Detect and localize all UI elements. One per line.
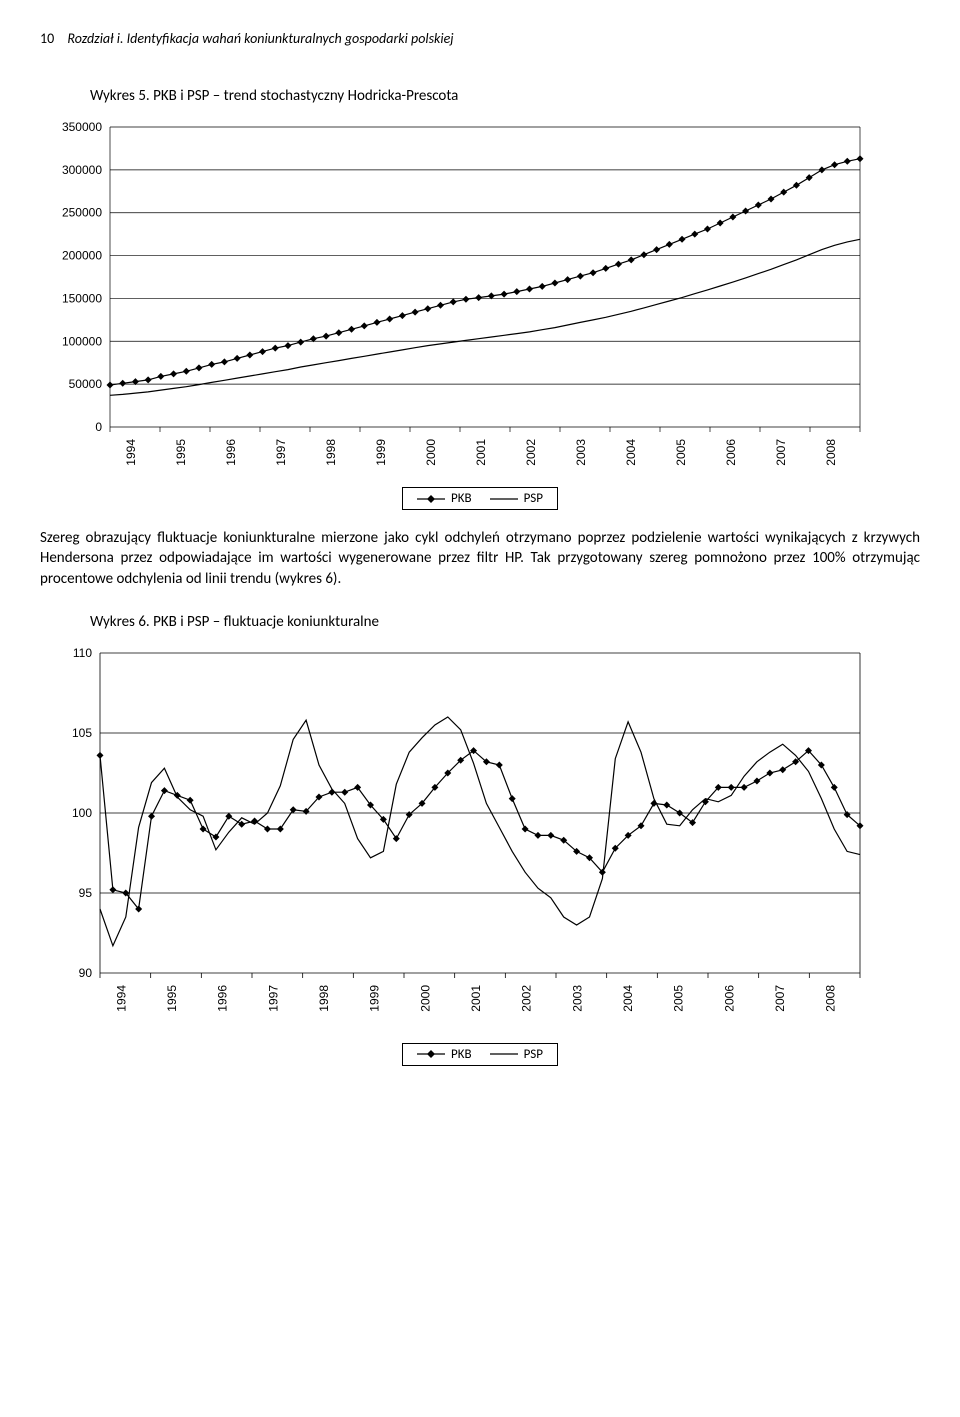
svg-text:105: 105: [72, 726, 92, 740]
svg-text:1996: 1996: [216, 984, 230, 1011]
svg-text:2004: 2004: [621, 984, 635, 1011]
svg-text:200000: 200000: [62, 249, 102, 263]
legend2-label-pkb: PKB: [451, 1047, 472, 1062]
chart1-legend-box: PKB PSP: [402, 487, 558, 510]
svg-text:2000: 2000: [418, 984, 432, 1011]
legend2-swatch-pkb: [417, 1047, 445, 1061]
chart2: 90 95 100 105 110 1994 1995 1996 1997 1998 1999 200…: [40, 643, 920, 1033]
svg-text:95: 95: [79, 886, 93, 900]
page-number: 10: [40, 30, 54, 47]
page-header: 10 Rozdział i. Identyfikacja wahań koniu…: [40, 30, 920, 47]
svg-text:1995: 1995: [165, 984, 179, 1011]
svg-text:0: 0: [95, 420, 102, 434]
svg-text:1994: 1994: [114, 984, 128, 1011]
svg-text:1994: 1994: [124, 439, 138, 466]
chart1-legend: PKB PSP: [40, 487, 920, 510]
svg-text:350000: 350000: [62, 120, 102, 134]
svg-text:2005: 2005: [674, 439, 688, 466]
chart2-svg: 90 95 100 105 110 1994 1995 1996 1997 1998 1999 200…: [40, 643, 880, 1033]
svg-text:1997: 1997: [266, 984, 280, 1011]
svg-text:2001: 2001: [474, 439, 488, 466]
chart2-legend: PKB PSP: [40, 1043, 920, 1066]
legend-item-psp: PSP: [490, 491, 543, 506]
svg-text:2007: 2007: [774, 439, 788, 466]
svg-text:2008: 2008: [824, 984, 838, 1011]
svg-text:2008: 2008: [824, 439, 838, 466]
svg-text:2006: 2006: [722, 984, 736, 1011]
legend2-swatch-psp: [490, 1047, 518, 1061]
svg-text:1995: 1995: [174, 439, 188, 466]
svg-text:1997: 1997: [274, 439, 288, 466]
svg-text:2005: 2005: [672, 984, 686, 1011]
svg-text:300000: 300000: [62, 163, 102, 177]
svg-text:100000: 100000: [62, 334, 102, 348]
chart2-title: Wykres 6. PKB i PSP – fluktuacje koniunk…: [90, 613, 920, 631]
svg-text:90: 90: [79, 966, 93, 980]
legend-label-pkb: PKB: [451, 491, 472, 506]
legend-item-pkb: PKB: [417, 491, 472, 506]
svg-text:2003: 2003: [570, 984, 584, 1011]
chart2-legend-box: PKB PSP: [402, 1043, 558, 1066]
svg-text:2000: 2000: [424, 439, 438, 466]
svg-text:100: 100: [72, 806, 92, 820]
chart1: 0 50000 100000 150000 200000 250000 300000 3500…: [40, 117, 920, 477]
chart1-svg: 0 50000 100000 150000 200000 250000 300000 3500…: [40, 117, 880, 477]
legend2-item-pkb: PKB: [417, 1047, 472, 1062]
legend2-item-psp: PSP: [490, 1047, 543, 1062]
legend-swatch-psp: [490, 492, 518, 506]
chapter-title: Rozdział i. Identyfikacja wahań koniunkt…: [67, 30, 453, 47]
svg-text:1998: 1998: [317, 984, 331, 1011]
legend2-label-psp: PSP: [524, 1047, 543, 1062]
svg-text:2004: 2004: [624, 439, 638, 466]
chart1-title: Wykres 5. PKB i PSP – trend stochastyczn…: [90, 87, 920, 105]
legend-swatch-pkb: [417, 492, 445, 506]
svg-text:2002: 2002: [520, 984, 534, 1011]
svg-text:2007: 2007: [773, 984, 787, 1011]
svg-text:1998: 1998: [324, 439, 338, 466]
body-paragraph: Szereg obrazujący fluktuacje koniunktura…: [40, 528, 920, 589]
svg-text:2006: 2006: [724, 439, 738, 466]
svg-text:150000: 150000: [62, 291, 102, 305]
svg-text:1996: 1996: [224, 439, 238, 466]
svg-text:250000: 250000: [62, 206, 102, 220]
legend-label-psp: PSP: [524, 491, 543, 506]
svg-text:50000: 50000: [69, 377, 103, 391]
svg-text:2001: 2001: [469, 984, 483, 1011]
svg-text:2002: 2002: [524, 439, 538, 466]
svg-text:110: 110: [73, 646, 92, 660]
svg-text:1999: 1999: [374, 439, 388, 466]
svg-text:2003: 2003: [574, 439, 588, 466]
svg-text:1999: 1999: [368, 984, 382, 1011]
